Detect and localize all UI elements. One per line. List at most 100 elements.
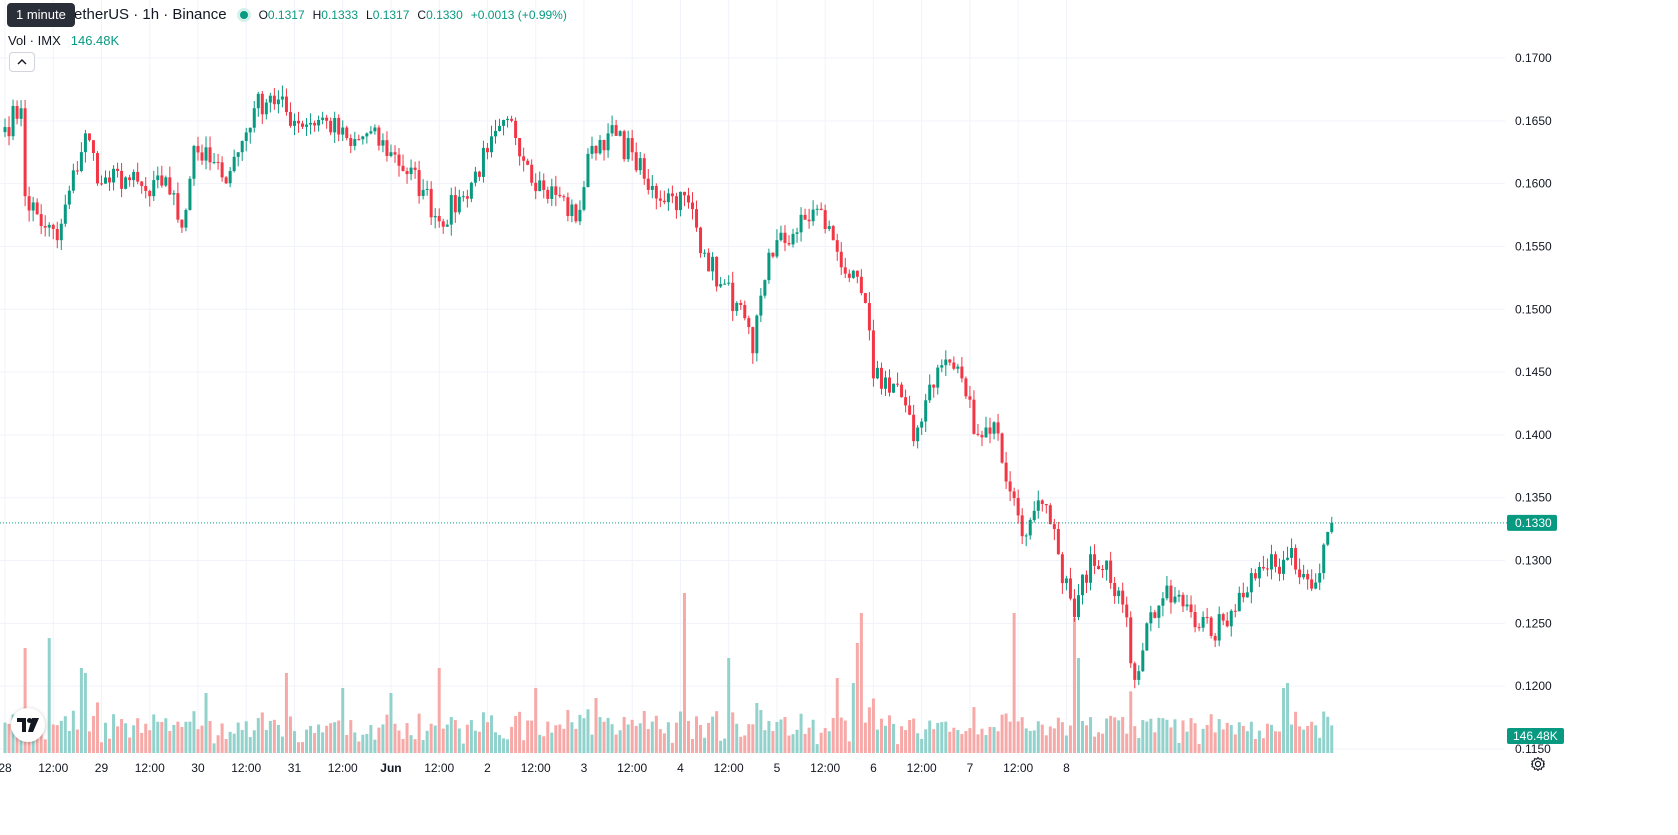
volume-bar [867,707,871,753]
open-value: 0.1317 [267,7,305,22]
candle-body [1080,574,1084,596]
volume-bar [280,736,284,753]
candle-body [160,175,164,186]
volume-bar [1310,721,1314,753]
candle-body [280,96,284,100]
candle-body [554,186,558,195]
volume-bar [449,717,453,753]
candle-body [413,167,417,171]
volume-bar [1273,731,1277,753]
volume-bar [1221,729,1225,753]
volume-bar [184,721,188,753]
candle-body [626,138,630,160]
candle-body [1221,614,1225,621]
volume-bar [562,728,566,753]
candle-body [658,198,662,201]
volume-bar [691,739,695,753]
volume-bar [506,739,510,753]
volume-bar [441,728,445,753]
candle-body [405,171,409,175]
candle-body [481,147,485,177]
volume-bar [1000,714,1004,753]
volume-bar [228,731,232,753]
volume-bar [827,731,831,753]
x-tick-label: 12:00 [1003,761,1033,775]
volume-bar [1093,736,1097,753]
volume-bar [1129,691,1133,753]
volume-bar [232,733,236,753]
candle-body [421,189,425,196]
candle-body [715,256,719,287]
candle-body [900,384,904,398]
volume-bar [510,726,514,753]
volume-bar [542,736,546,753]
volume-bar [457,728,461,753]
candle-body [325,117,329,121]
volume-bar [1024,728,1028,753]
candle-body [799,214,803,233]
volume-bar [622,716,626,753]
volume-bar [75,729,79,753]
candle-body [550,186,554,199]
tradingview-logo-icon[interactable] [11,708,45,742]
volume-bar [948,731,952,753]
volume-bar [256,718,260,753]
volume-bar [71,710,75,753]
candle-body [855,270,859,277]
volume-bar [670,742,674,753]
candle-body [727,282,731,284]
volume-bar [843,720,847,753]
collapse-legend-button[interactable] [9,52,35,72]
volume-bar [1290,724,1294,753]
volume-bar [912,718,916,753]
volume-bar [1141,720,1145,753]
candle-body [276,99,280,105]
volume-bar [928,720,932,753]
volume-bar [204,693,208,753]
y-tick-label: 0.1700 [1515,51,1552,65]
volume-bar [120,719,124,753]
volume-bar [530,720,534,753]
volume-bar [1217,719,1221,753]
volume-bar [751,724,755,753]
volume-bar [1253,738,1257,753]
candle-body [1209,617,1213,636]
volume-bar [1277,731,1281,753]
volume-bar [421,740,425,753]
candle-body [791,233,795,245]
candle-body [1085,574,1089,583]
volume-bar [904,730,908,753]
candle-body [112,168,116,183]
volume-bar [972,707,976,753]
volume-bar [116,726,120,753]
candle-body [1225,620,1229,627]
candle-body [1245,592,1249,598]
volume-label[interactable]: Vol · IMX [8,33,61,48]
symbol-title[interactable]: etherUS · 1h · Binance [74,6,227,23]
volume-bar [594,698,598,753]
time-axis[interactable]: 28 12:00 29 12:00 30 12:00 31 12:00 Jun 12:00 2 12:… [0,761,1070,775]
candle-body [1161,598,1165,606]
gear-icon[interactable] [1530,756,1546,772]
price-axis[interactable]: 0.1700 0.1650 0.1600 0.1550 0.1500 0.1450 0.14… [1515,51,1552,756]
volume-bar [719,740,723,753]
candle-body [863,293,867,303]
candle-body [598,139,602,154]
volume-bar [373,739,377,753]
candle-body [1097,565,1101,570]
volume-bar [1201,728,1205,753]
market-status-icon[interactable] [236,7,251,22]
candle-body [871,330,875,379]
volume-bar [1322,711,1326,753]
volume-bar [574,728,578,753]
volume-bar [1052,728,1056,753]
candle-body [743,304,747,319]
high-value: 0.1333 [321,7,358,22]
volume-bar [361,734,365,753]
volume-bar [140,732,144,753]
candle-body [920,421,924,428]
volume-bar [345,734,349,753]
volume-bar [1109,715,1113,753]
candle-body [650,186,654,190]
